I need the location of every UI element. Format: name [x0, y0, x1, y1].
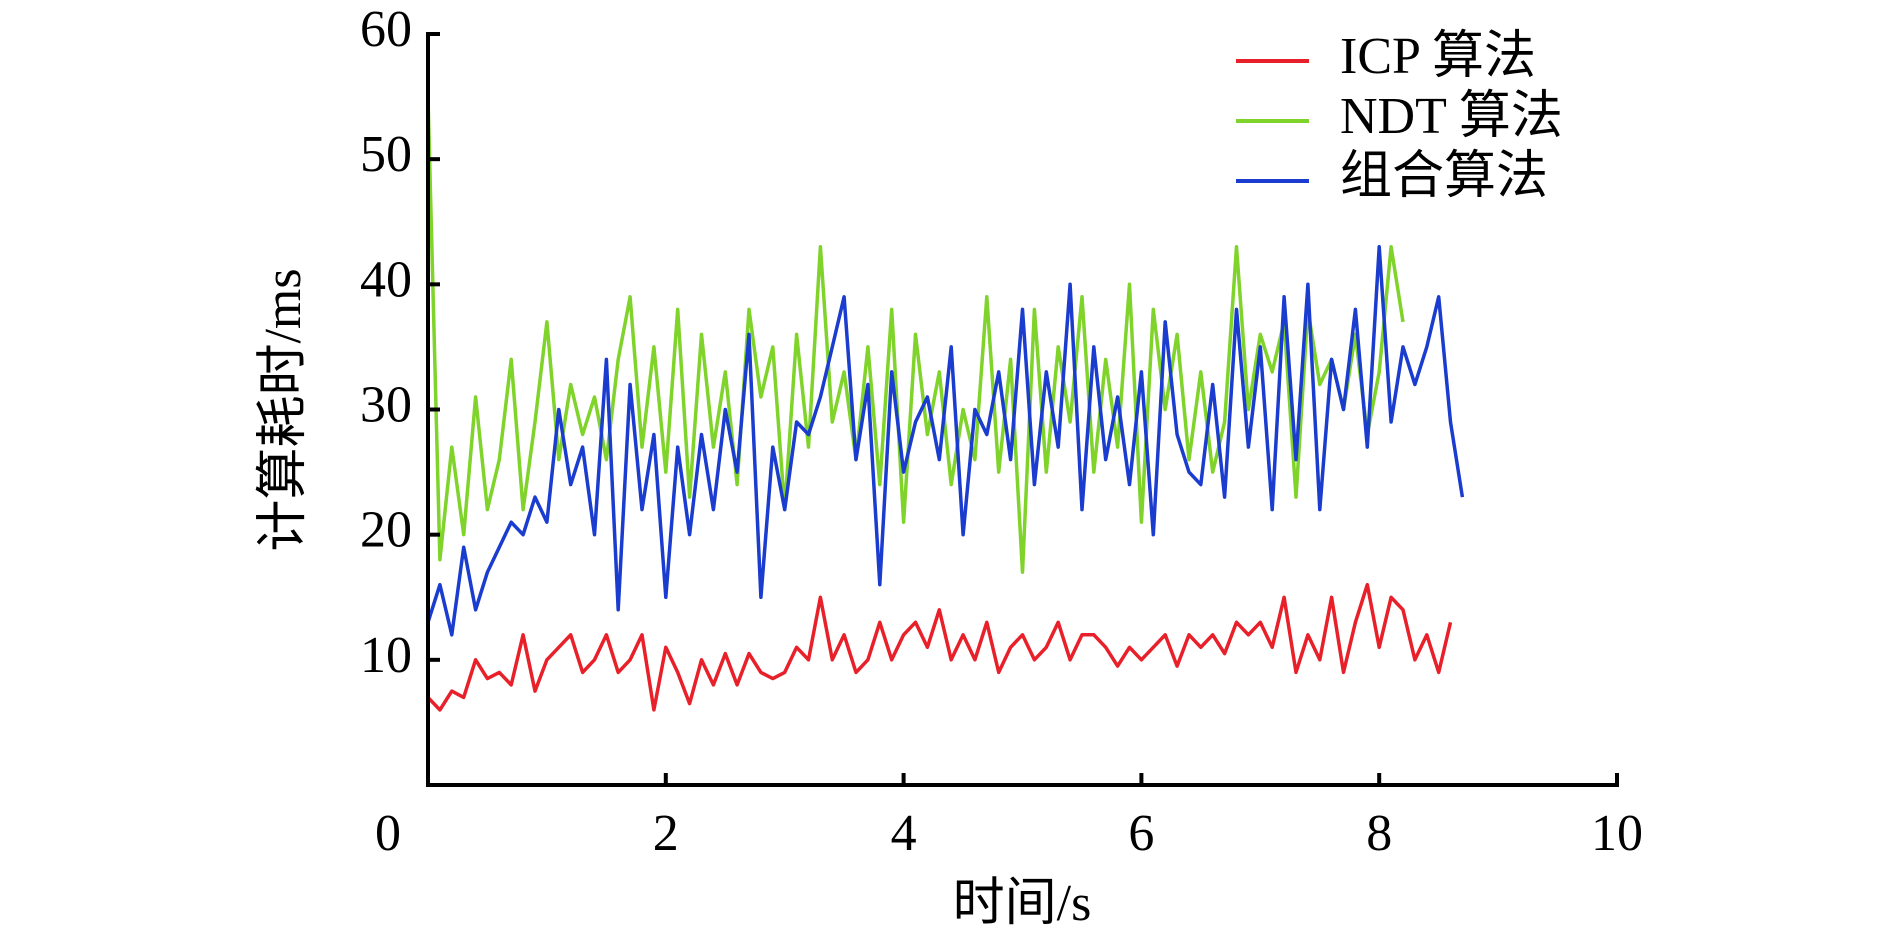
y-tick-label: 40	[360, 251, 412, 308]
y-tick-label: 20	[360, 502, 412, 559]
x-tick-label: 10	[1591, 805, 1643, 862]
y-tick-label: 50	[360, 126, 412, 183]
y-axis-label: 计算耗时/ms	[255, 268, 312, 551]
x-tick-label: 2	[653, 805, 679, 862]
x-tick-label: 8	[1366, 805, 1392, 862]
x-tick-label: 6	[1128, 805, 1154, 862]
legend-label: NDT 算法	[1340, 88, 1563, 145]
y-tick-label: 10	[360, 627, 412, 684]
x-axis-label: 时间/s	[953, 875, 1092, 932]
x-tick-label: 4	[891, 805, 917, 862]
data-line	[426, 582, 1453, 712]
x-tick-label: 0	[375, 805, 401, 862]
data-line	[426, 96, 1405, 574]
y-tick-label: 30	[360, 376, 412, 433]
legend-label: ICP 算法	[1340, 28, 1536, 85]
data-line	[426, 245, 1465, 637]
legend-label: 组合算法	[1340, 148, 1548, 205]
y-tick-label: 60	[360, 1, 412, 58]
